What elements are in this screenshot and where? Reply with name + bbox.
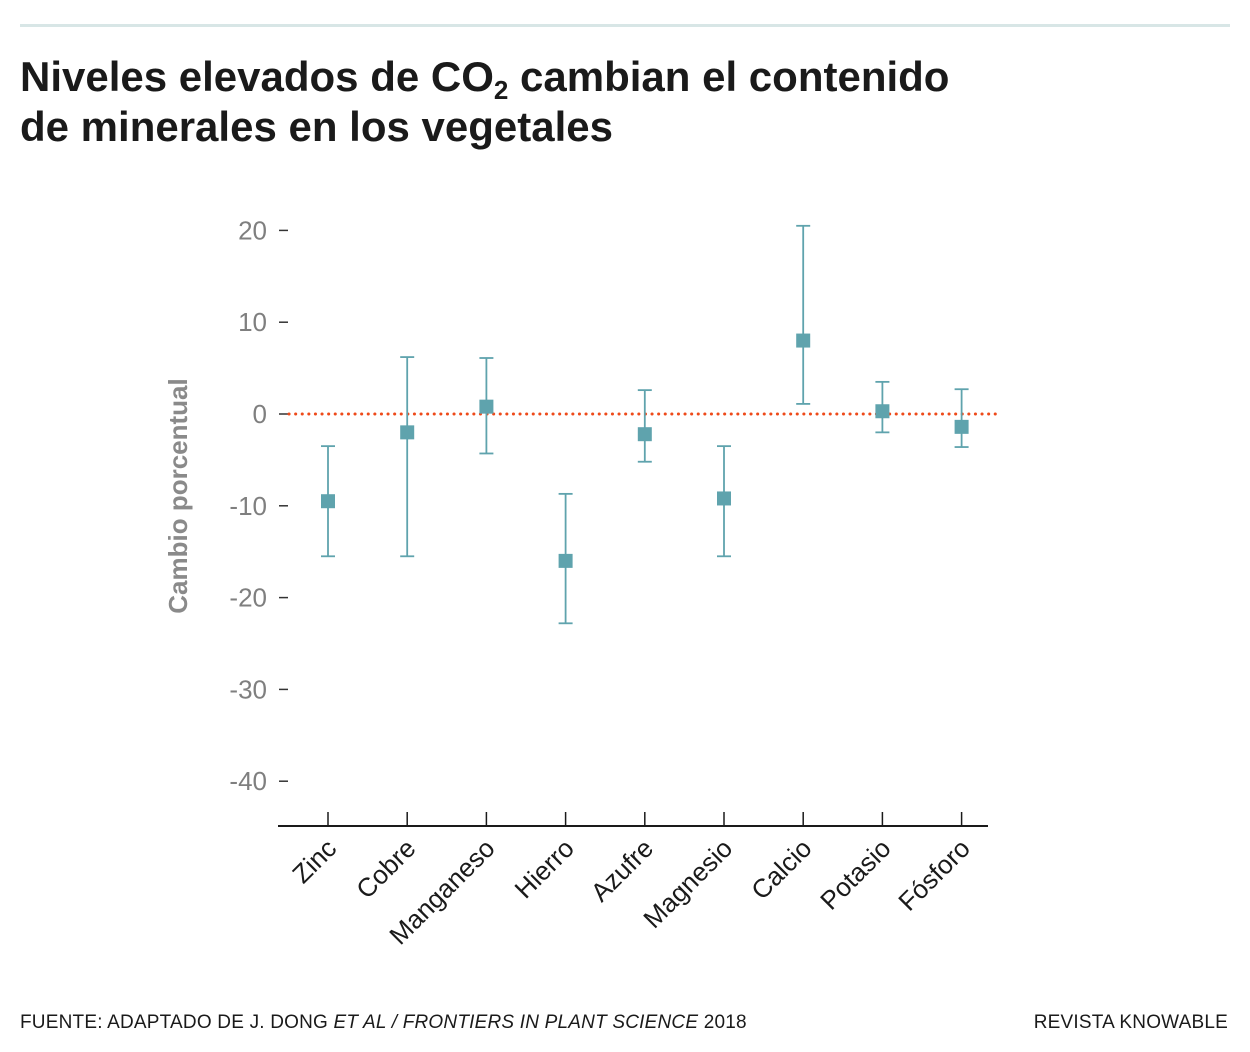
x-tick-label: Potasio	[814, 833, 897, 916]
y-tick-label: 20	[238, 215, 267, 245]
source-prefix: FUENTE: ADAPTADO DE J. DONG	[20, 1012, 334, 1033]
x-tick-label: Cobre	[350, 833, 421, 904]
x-tick-label: Fósforo	[892, 833, 976, 917]
x-tick-label: Calcio	[745, 833, 817, 905]
chart-title: Niveles elevados de CO2 cambian el conte…	[20, 52, 1200, 152]
x-tick-label: Zinc	[286, 833, 342, 889]
y-tick-label: 0	[253, 399, 267, 429]
y-tick-label: -30	[229, 674, 267, 704]
y-tick-label: -20	[229, 583, 267, 613]
title-line2: de minerales en los vegetales	[20, 103, 613, 150]
data-point	[558, 553, 573, 568]
y-tick-label: -40	[229, 766, 267, 796]
source-year: 2018	[698, 1012, 747, 1033]
data-point	[637, 427, 652, 442]
data-point	[796, 333, 811, 348]
title-line1-post: cambian el contenido	[508, 53, 950, 100]
data-point	[479, 399, 494, 414]
y-axis-label: Cambio porcentual	[163, 378, 193, 613]
y-tick-label: -10	[229, 491, 267, 521]
data-point	[717, 491, 731, 506]
x-tick-label: Hierro	[509, 833, 580, 904]
title-line1-pre: Niveles elevados de CO	[20, 53, 494, 100]
y-tick-label: 10	[238, 307, 267, 337]
data-point	[321, 494, 335, 509]
top-rule	[20, 24, 1230, 27]
data-point	[954, 419, 969, 434]
data-point	[400, 425, 415, 440]
title-subscript: 2	[493, 75, 509, 105]
data-point	[875, 404, 890, 419]
source-note: FUENTE: ADAPTADO DE J. DONG ET AL / FRON…	[20, 1012, 747, 1034]
brand-credit: REVISTA KNOWABLE	[1033, 1012, 1228, 1033]
source-italic: ET AL / FRONTIERS IN PLANT SCIENCE	[333, 1012, 699, 1033]
x-tick-label: Azufre	[585, 833, 659, 907]
